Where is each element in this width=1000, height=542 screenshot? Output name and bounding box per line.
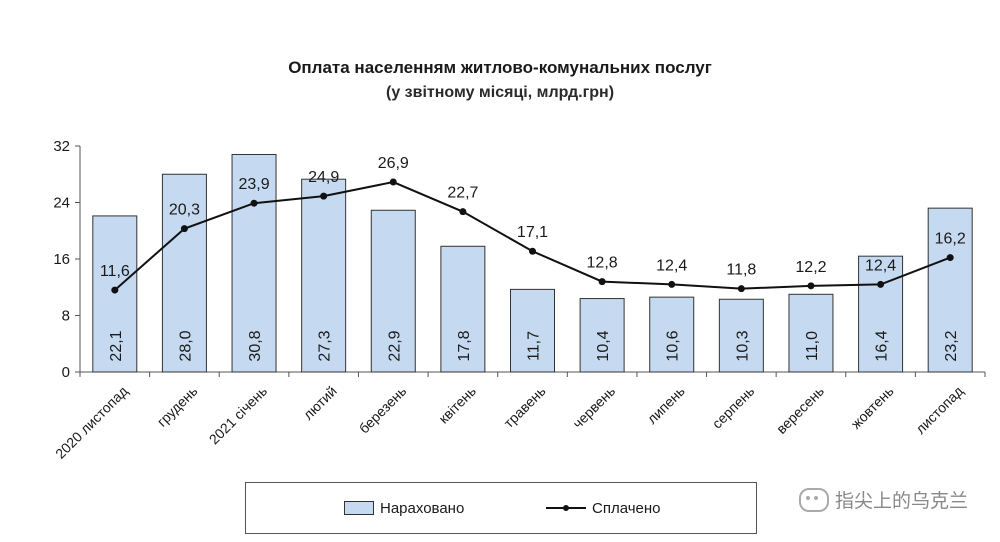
legend-line-swatch (546, 505, 586, 511)
legend: Нараховано Сплачено (245, 482, 757, 534)
chart-subtitle: (у звітному місяці, млрд.грн) (385, 84, 615, 101)
bar-data-label: 10,3 (734, 330, 751, 361)
bar-data-label: 27,3 (317, 330, 334, 361)
x-tick-label: серпень (709, 383, 758, 432)
legend-item-bar: Нараховано (344, 483, 464, 533)
bar (579, 298, 625, 373)
x-tick-label: лютий (300, 383, 340, 423)
y-tick-label: 0 (62, 364, 70, 381)
x-tick-label: квітень (435, 383, 479, 427)
bar-data-label: 22,9 (386, 330, 403, 361)
y-tick-label: 8 (62, 308, 70, 325)
line-point (250, 199, 258, 207)
line-data-label: 12,4 (656, 257, 687, 274)
line-data-label: 23,9 (238, 176, 269, 193)
bar (301, 178, 347, 373)
x-tick-label: грудень (154, 383, 201, 430)
line-data-label: 22,7 (447, 185, 478, 202)
watermark: 指尖上的乌克兰 (798, 486, 968, 513)
line-point (946, 254, 954, 262)
bar-data-label: 10,4 (595, 330, 612, 361)
line-data-label: 16,2 (935, 231, 966, 248)
line-point (737, 285, 745, 293)
x-tick-label: травень (500, 383, 548, 431)
bar (649, 296, 695, 373)
line-point (389, 178, 397, 186)
bar-data-label: 22,1 (108, 330, 125, 361)
bar-data-label: 23,2 (943, 330, 960, 361)
line-point (180, 225, 188, 233)
wechat-icon (798, 487, 829, 512)
bar (788, 293, 834, 373)
line-point (529, 247, 536, 255)
line-data-label: 26,9 (378, 155, 409, 172)
bar (718, 298, 764, 373)
line-data-label: 12,2 (795, 259, 826, 276)
bar (92, 215, 138, 373)
x-tick-label: березень (356, 383, 410, 437)
line-series: 11,6 20,3 23,9 24,9 26,9 22,7 17,1 12,8 12,4 11,8… (100, 155, 966, 294)
x-tick-label: 2021 січень (206, 383, 271, 448)
bar (440, 245, 486, 373)
legend-item-line: Сплачено (546, 483, 661, 533)
x-tick-label: листопад (912, 383, 966, 437)
bar-data-label: 11,0 (804, 331, 821, 361)
bar (510, 288, 555, 373)
legend-bar-label: Нараховано (380, 499, 465, 517)
bar (370, 209, 416, 373)
x-tick-label: 2020 листопад (52, 383, 131, 462)
y-tick-label: 24 (53, 195, 70, 212)
bar-series: 22,1 28,0 30,8 27,3 22,9 17,8 11,7 10,4 10,6 10,3… (92, 153, 973, 373)
bar-data-label: 30,8 (247, 330, 264, 361)
bar-data-label: 10,6 (665, 330, 682, 361)
bar-data-label: 11,7 (526, 331, 543, 361)
line-data-label: 20,3 (169, 202, 200, 219)
bar (858, 255, 904, 373)
legend-line-label: Сплачено (592, 499, 661, 517)
chart-title: Оплата населенням житлово-комунальних по… (288, 58, 712, 77)
x-tick-label: липень (644, 383, 688, 427)
y-tick-label: 16 (53, 251, 70, 268)
line-point (320, 192, 328, 200)
chart-plot: 0 8 16 24 32 2020 листопад грудень 2021 січень л… (52, 138, 986, 462)
bar-data-label: 16,4 (874, 330, 891, 361)
line-data-label: 11,8 (726, 262, 756, 279)
line-point (807, 282, 815, 290)
bar (231, 153, 277, 373)
line-data-label: 11,6 (100, 263, 130, 280)
line-point (598, 278, 606, 286)
bar-data-label: 17,8 (456, 330, 473, 361)
bar-data-label: 28,0 (177, 330, 194, 361)
line-data-label: 12,8 (587, 255, 618, 272)
bar (927, 207, 973, 373)
line-point (459, 208, 467, 216)
line-point (111, 286, 119, 294)
y-tick-label: 32 (53, 138, 70, 155)
x-tick-label: червень (569, 383, 618, 432)
line-point (877, 280, 885, 288)
x-tick-label: жовтень (848, 383, 897, 432)
line-data-label: 12,4 (865, 257, 896, 274)
bar (161, 173, 207, 373)
line-point (668, 280, 676, 288)
line-data-label: 24,9 (308, 169, 339, 186)
watermark-text: 指尖上的乌克兰 (834, 491, 968, 512)
x-tick-label: вересень (773, 383, 827, 437)
legend-bar-swatch (344, 501, 374, 515)
line-data-label: 17,1 (517, 224, 548, 241)
